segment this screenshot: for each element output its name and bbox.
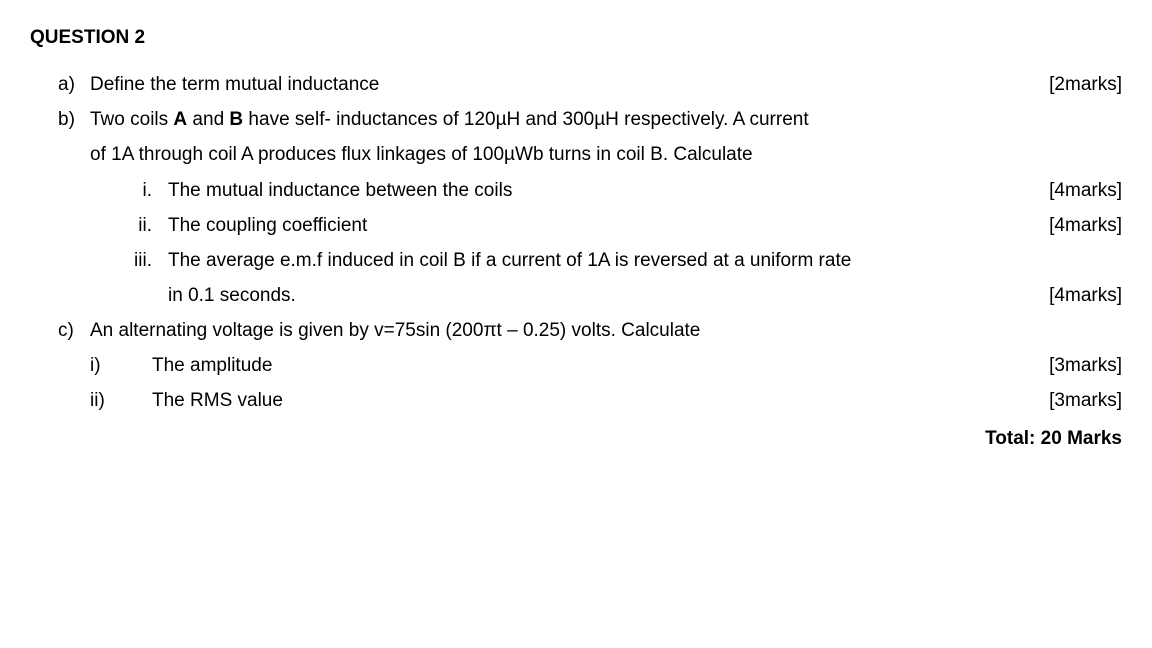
part-b-intro1-mid: and <box>187 109 229 130</box>
part-b-sub-ii: ii. The coupling coefficient [4marks] <box>90 208 1122 243</box>
part-b-letter: b) <box>58 102 90 313</box>
part-b-sub-iii-line1: The average e.m.f induced in coil B if a… <box>168 243 1122 278</box>
part-b-intro1-prefix: Two coils <box>90 109 173 130</box>
part-b-sub-iii: iii. The average e.m.f induced in coil B… <box>90 243 1122 313</box>
part-a-letter: a) <box>58 67 90 102</box>
part-b-intro-line1: Two coils A and B have self- inductances… <box>90 102 1122 137</box>
part-b-sub-ii-num: ii. <box>106 208 168 243</box>
part-c-sub-ii-num: ii) <box>90 383 152 418</box>
part-b-sub-iii-num: iii. <box>106 243 168 313</box>
total-marks: Total: 20 Marks <box>30 421 1122 456</box>
coil-a-label: A <box>173 109 187 130</box>
part-a: a) Define the term mutual inductance [2m… <box>30 67 1122 102</box>
part-c-sub-ii-text: The RMS value <box>152 383 1019 418</box>
part-b-sub-i-text: The mutual inductance between the coils <box>168 173 1019 208</box>
question-heading: QUESTION 2 <box>30 20 1122 55</box>
part-c-sub-i-text: The amplitude <box>152 348 1019 383</box>
part-c-sub-ii: ii) The RMS value [3marks] <box>90 383 1122 418</box>
part-b-sub-i: i. The mutual inductance between the coi… <box>90 173 1122 208</box>
part-c: c) An alternating voltage is given by v=… <box>30 313 1122 418</box>
part-b: b) Two coils A and B have self- inductan… <box>30 102 1122 313</box>
part-c-letter: c) <box>58 313 90 418</box>
part-c-sub-ii-marks: [3marks] <box>1019 383 1122 418</box>
part-c-sub-i: i) The amplitude [3marks] <box>90 348 1122 383</box>
part-b-intro-line2: of 1A through coil A produces flux linka… <box>90 137 1122 172</box>
part-b-sub-i-marks: [4marks] <box>1019 173 1122 208</box>
part-c-sub-i-num: i) <box>90 348 152 383</box>
part-b-intro1-suffix: have self- inductances of 120µH and 300µ… <box>243 109 808 130</box>
part-b-sub-iii-line2: in 0.1 seconds. <box>168 278 1019 313</box>
part-b-sub-ii-marks: [4marks] <box>1019 208 1122 243</box>
part-c-sub-i-marks: [3marks] <box>1019 348 1122 383</box>
part-b-sub-i-num: i. <box>106 173 168 208</box>
part-a-marks: [2marks] <box>1019 67 1122 102</box>
part-b-sub-ii-text: The coupling coefficient <box>168 208 1019 243</box>
part-b-sub-iii-marks: [4marks] <box>1019 278 1122 313</box>
coil-b-label: B <box>229 109 243 130</box>
part-a-text: Define the term mutual inductance <box>90 67 1019 102</box>
part-c-intro: An alternating voltage is given by v=75s… <box>90 313 1122 348</box>
